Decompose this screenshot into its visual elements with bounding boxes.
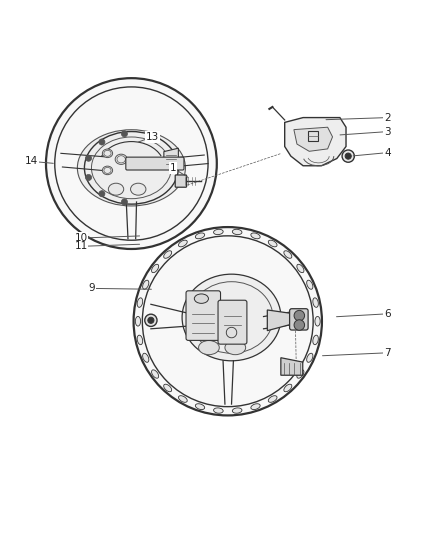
FancyBboxPatch shape	[126, 157, 184, 170]
Text: 4: 4	[384, 148, 391, 158]
Circle shape	[121, 199, 127, 205]
Ellipse shape	[214, 229, 223, 235]
Ellipse shape	[135, 317, 141, 326]
Circle shape	[99, 139, 105, 145]
Ellipse shape	[143, 280, 149, 289]
Circle shape	[85, 155, 92, 161]
Ellipse shape	[232, 229, 242, 235]
Ellipse shape	[313, 298, 318, 308]
Ellipse shape	[137, 335, 143, 345]
Ellipse shape	[179, 395, 187, 402]
FancyBboxPatch shape	[186, 291, 221, 341]
Polygon shape	[267, 310, 296, 330]
Ellipse shape	[115, 154, 127, 164]
Ellipse shape	[307, 280, 313, 289]
Ellipse shape	[164, 251, 172, 259]
Circle shape	[294, 310, 304, 321]
Ellipse shape	[137, 298, 143, 308]
Circle shape	[342, 150, 354, 162]
Text: 6: 6	[384, 309, 391, 319]
Ellipse shape	[214, 408, 223, 413]
Ellipse shape	[143, 353, 149, 362]
Ellipse shape	[131, 183, 146, 195]
Circle shape	[121, 131, 127, 137]
FancyBboxPatch shape	[175, 175, 187, 187]
Ellipse shape	[195, 403, 205, 409]
Ellipse shape	[225, 341, 246, 354]
Ellipse shape	[179, 240, 187, 247]
Ellipse shape	[102, 166, 113, 175]
Ellipse shape	[307, 353, 313, 362]
Ellipse shape	[268, 395, 277, 402]
Circle shape	[145, 314, 157, 326]
Circle shape	[46, 78, 217, 249]
Ellipse shape	[194, 294, 208, 303]
Ellipse shape	[164, 384, 172, 392]
Circle shape	[99, 191, 105, 197]
Ellipse shape	[78, 130, 185, 206]
Circle shape	[345, 153, 351, 159]
Ellipse shape	[198, 341, 219, 354]
Polygon shape	[294, 127, 332, 151]
Text: 1: 1	[170, 163, 177, 173]
Text: 11: 11	[74, 241, 88, 252]
Ellipse shape	[232, 408, 242, 413]
Circle shape	[85, 174, 92, 181]
Circle shape	[148, 317, 154, 324]
Ellipse shape	[251, 403, 260, 409]
Ellipse shape	[284, 251, 292, 259]
Polygon shape	[164, 148, 178, 168]
Ellipse shape	[297, 370, 304, 378]
FancyBboxPatch shape	[290, 309, 308, 330]
Ellipse shape	[102, 149, 113, 158]
Polygon shape	[281, 358, 303, 375]
Text: 7: 7	[384, 348, 391, 358]
Text: 14: 14	[25, 156, 38, 166]
Text: 2: 2	[384, 112, 391, 123]
Ellipse shape	[152, 370, 159, 378]
Ellipse shape	[315, 317, 320, 326]
Ellipse shape	[152, 264, 159, 273]
Text: 3: 3	[384, 127, 391, 136]
Text: 13: 13	[146, 132, 159, 142]
Text: 10: 10	[74, 233, 88, 243]
Ellipse shape	[313, 335, 318, 345]
Ellipse shape	[251, 233, 260, 239]
Polygon shape	[285, 118, 346, 166]
Ellipse shape	[284, 384, 292, 392]
Ellipse shape	[182, 274, 281, 361]
Circle shape	[294, 320, 304, 330]
Text: 9: 9	[88, 284, 95, 293]
Ellipse shape	[297, 264, 304, 273]
Circle shape	[134, 227, 322, 415]
Ellipse shape	[195, 233, 205, 239]
FancyBboxPatch shape	[218, 300, 247, 344]
Ellipse shape	[108, 183, 124, 195]
Ellipse shape	[268, 240, 277, 247]
